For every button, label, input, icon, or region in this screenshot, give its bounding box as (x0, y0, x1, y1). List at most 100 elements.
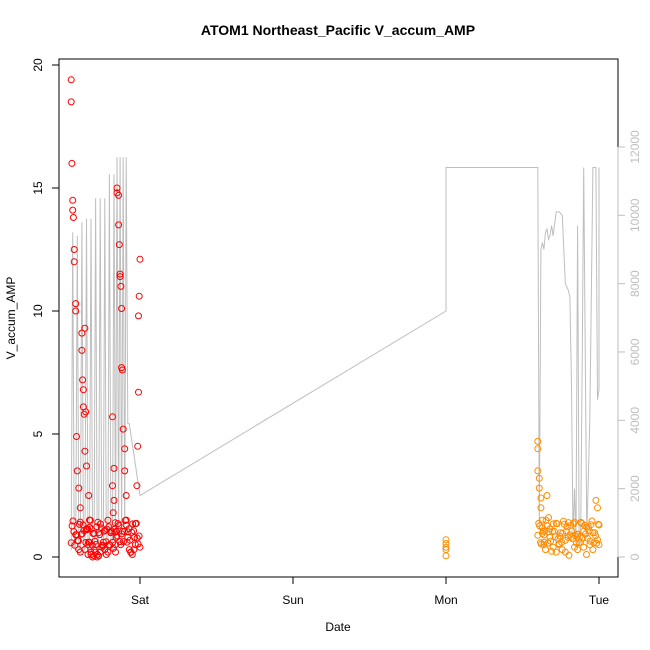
y-tick-label: 15 (31, 181, 45, 195)
x-tick-label: Mon (434, 593, 457, 607)
data-point (568, 527, 576, 535)
data-point (69, 196, 77, 204)
data-point (115, 191, 123, 199)
data-point (543, 492, 551, 499)
data-point (116, 270, 124, 278)
data-point (122, 492, 130, 499)
data-point (552, 548, 560, 556)
data-point (109, 413, 116, 421)
data-point (76, 504, 84, 512)
data-point (135, 388, 142, 396)
y2-tick-label: 10000 (628, 198, 642, 232)
data-point (588, 517, 596, 525)
data-point (589, 546, 597, 554)
x-tick-label: Sun (282, 593, 303, 607)
data-point (535, 474, 543, 482)
data-point (86, 523, 93, 531)
data-point (75, 484, 83, 492)
data-point (73, 467, 81, 475)
data-point (109, 482, 116, 490)
data-point (104, 516, 112, 524)
data-point (536, 522, 544, 530)
data-point (547, 537, 555, 545)
data-point (130, 527, 138, 535)
data-point (580, 543, 588, 551)
data-point (537, 494, 545, 502)
data-point (99, 538, 107, 546)
y2-tick-label: 2000 (628, 475, 642, 502)
data-point (115, 221, 123, 229)
x-tick-label: Sat (131, 593, 150, 607)
data-point (82, 408, 90, 416)
data-point (534, 445, 542, 453)
data-point (81, 447, 89, 455)
y2-tick-label: 8000 (628, 270, 642, 297)
data-point (586, 541, 594, 549)
data-point (565, 551, 573, 559)
data-point (129, 520, 137, 528)
data-point (110, 525, 118, 533)
data-point (119, 425, 127, 433)
data-point (102, 538, 110, 546)
data-point (135, 312, 142, 320)
data-point (558, 538, 566, 546)
data-point (572, 539, 580, 547)
data-point (560, 517, 567, 525)
data-point (70, 246, 78, 253)
data-point (574, 546, 582, 554)
y2-tick-label: 6000 (628, 338, 642, 365)
data-point (97, 520, 104, 528)
data-point (86, 516, 94, 524)
data-point (592, 496, 600, 504)
data-point (121, 467, 129, 475)
line-path (70, 157, 600, 552)
data-point (93, 553, 101, 561)
data-point (73, 433, 80, 440)
data-point (104, 548, 112, 556)
y2-tick-label: 12000 (628, 130, 642, 164)
data-point (540, 538, 548, 546)
data-point (109, 509, 117, 517)
data-point (542, 546, 549, 554)
data-point (92, 541, 100, 548)
data-point (135, 292, 143, 300)
data-point (587, 521, 595, 529)
data-point (68, 159, 76, 167)
data-point (69, 214, 77, 221)
y2-tick-label: 4000 (628, 407, 642, 434)
data-point (559, 529, 567, 537)
points-layer (67, 76, 603, 561)
data-point (78, 329, 86, 337)
data-point (79, 386, 87, 394)
data-point (78, 346, 86, 354)
data-point (128, 551, 136, 558)
y2-tick-label: 0 (628, 553, 642, 560)
data-point (67, 98, 75, 106)
data-point (91, 537, 99, 545)
data-point (594, 520, 602, 528)
data-point (118, 366, 126, 374)
data-point (574, 530, 582, 538)
data-point (112, 548, 119, 556)
y-tick-label: 5 (31, 430, 45, 437)
x-axis-label: Date (325, 620, 351, 634)
y-tick-label: 20 (31, 58, 45, 72)
data-point (72, 300, 80, 308)
data-point (72, 307, 80, 315)
data-point (81, 545, 89, 553)
data-point (109, 544, 117, 552)
y-tick-label: 0 (31, 553, 45, 560)
data-point (563, 523, 571, 531)
data-point (79, 376, 87, 384)
data-point (117, 282, 125, 290)
data-point (69, 517, 77, 525)
data-point (128, 528, 136, 536)
data-point (135, 532, 143, 540)
data-point (82, 539, 90, 546)
x-tick-label: Tue (589, 593, 610, 607)
data-point (131, 534, 138, 541)
data-point (542, 516, 550, 524)
chart-title: ATOM1 Northeast_Pacific V_accum_AMP (201, 22, 475, 38)
data-point (442, 552, 450, 560)
data-point (594, 536, 601, 544)
